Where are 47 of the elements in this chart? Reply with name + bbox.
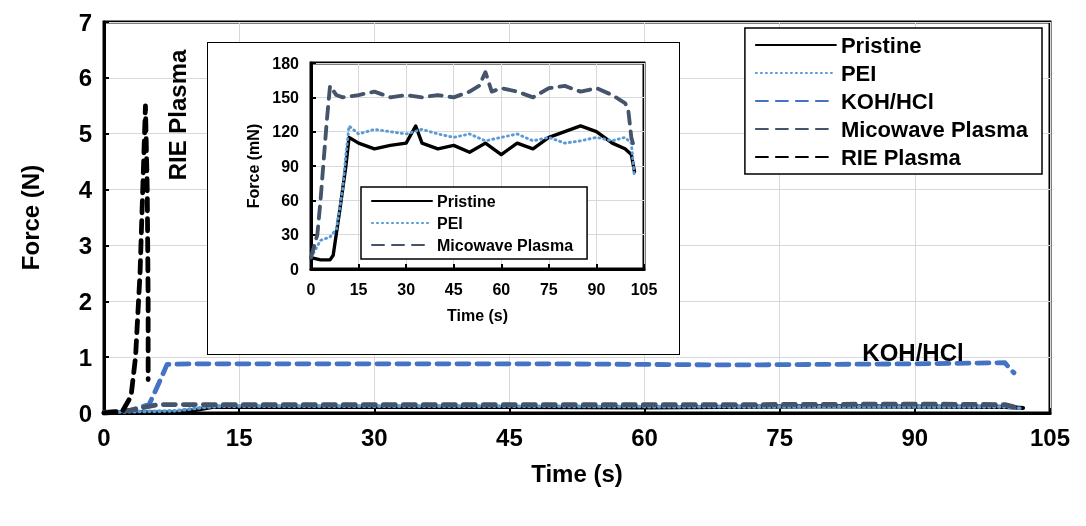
y-tick-label: 1 <box>78 343 92 371</box>
x-tick-label: 45 <box>444 280 463 298</box>
x-tick-label: 60 <box>631 423 658 451</box>
x-tick-label: 75 <box>766 423 794 451</box>
x-tick-label: 105 <box>1029 423 1071 451</box>
y-tick-label: 180 <box>272 54 300 72</box>
y-tick-label: 0 <box>290 260 300 278</box>
y-tick-label: 2 <box>78 287 92 315</box>
x-tick-label: 90 <box>587 280 606 298</box>
y-tick-label: 60 <box>281 191 300 209</box>
legend-label: RIE Plasma <box>840 144 962 170</box>
legend-label: KOH/HCl <box>840 88 934 114</box>
y-tick-label: 30 <box>281 226 300 244</box>
legend-label: PEI <box>840 60 877 86</box>
x-tick-label: 0 <box>97 423 111 451</box>
legend-label: PEI <box>437 214 463 232</box>
legend-label: Micowave Plasma <box>840 116 1029 142</box>
y-tick-label: 5 <box>78 120 92 148</box>
y-tick-label: 3 <box>78 231 92 259</box>
line-series <box>101 401 1017 415</box>
y-tick-label: 6 <box>78 64 92 92</box>
x-tick-label: 30 <box>397 280 416 298</box>
x-tick-label: 90 <box>901 423 929 451</box>
legend-label: Pristine <box>437 192 496 210</box>
x-tick-label: 0 <box>306 280 316 298</box>
x-axis-title: Time (s) <box>446 306 509 324</box>
x-axis-title: Time (s) <box>531 459 623 487</box>
y-tick-label: 120 <box>272 123 300 141</box>
y-axis-title: Force (N) <box>16 164 44 271</box>
annotation: RIE Plasma <box>163 48 191 181</box>
annotation: KOH/HCl <box>862 338 964 366</box>
line-series <box>309 70 637 260</box>
y-tick-label: 90 <box>281 157 300 175</box>
y-tick-label: 4 <box>78 176 93 204</box>
x-tick-label: 15 <box>349 280 368 298</box>
y-axis-title: Force (mN) <box>244 123 262 209</box>
y-tick-label: 0 <box>78 399 92 427</box>
x-tick-label: 30 <box>360 423 388 451</box>
x-tick-label: 60 <box>492 280 511 298</box>
y-tick-label: 150 <box>272 88 300 106</box>
y-tick-label: 7 <box>78 8 92 36</box>
x-tick-label: 75 <box>539 280 558 298</box>
legend-label: Pristine <box>840 32 922 58</box>
x-tick-label: 15 <box>225 423 253 451</box>
x-tick-label: 105 <box>630 280 658 298</box>
legend-label: Micowave Plasma <box>437 236 574 254</box>
x-tick-label: 45 <box>496 423 523 451</box>
